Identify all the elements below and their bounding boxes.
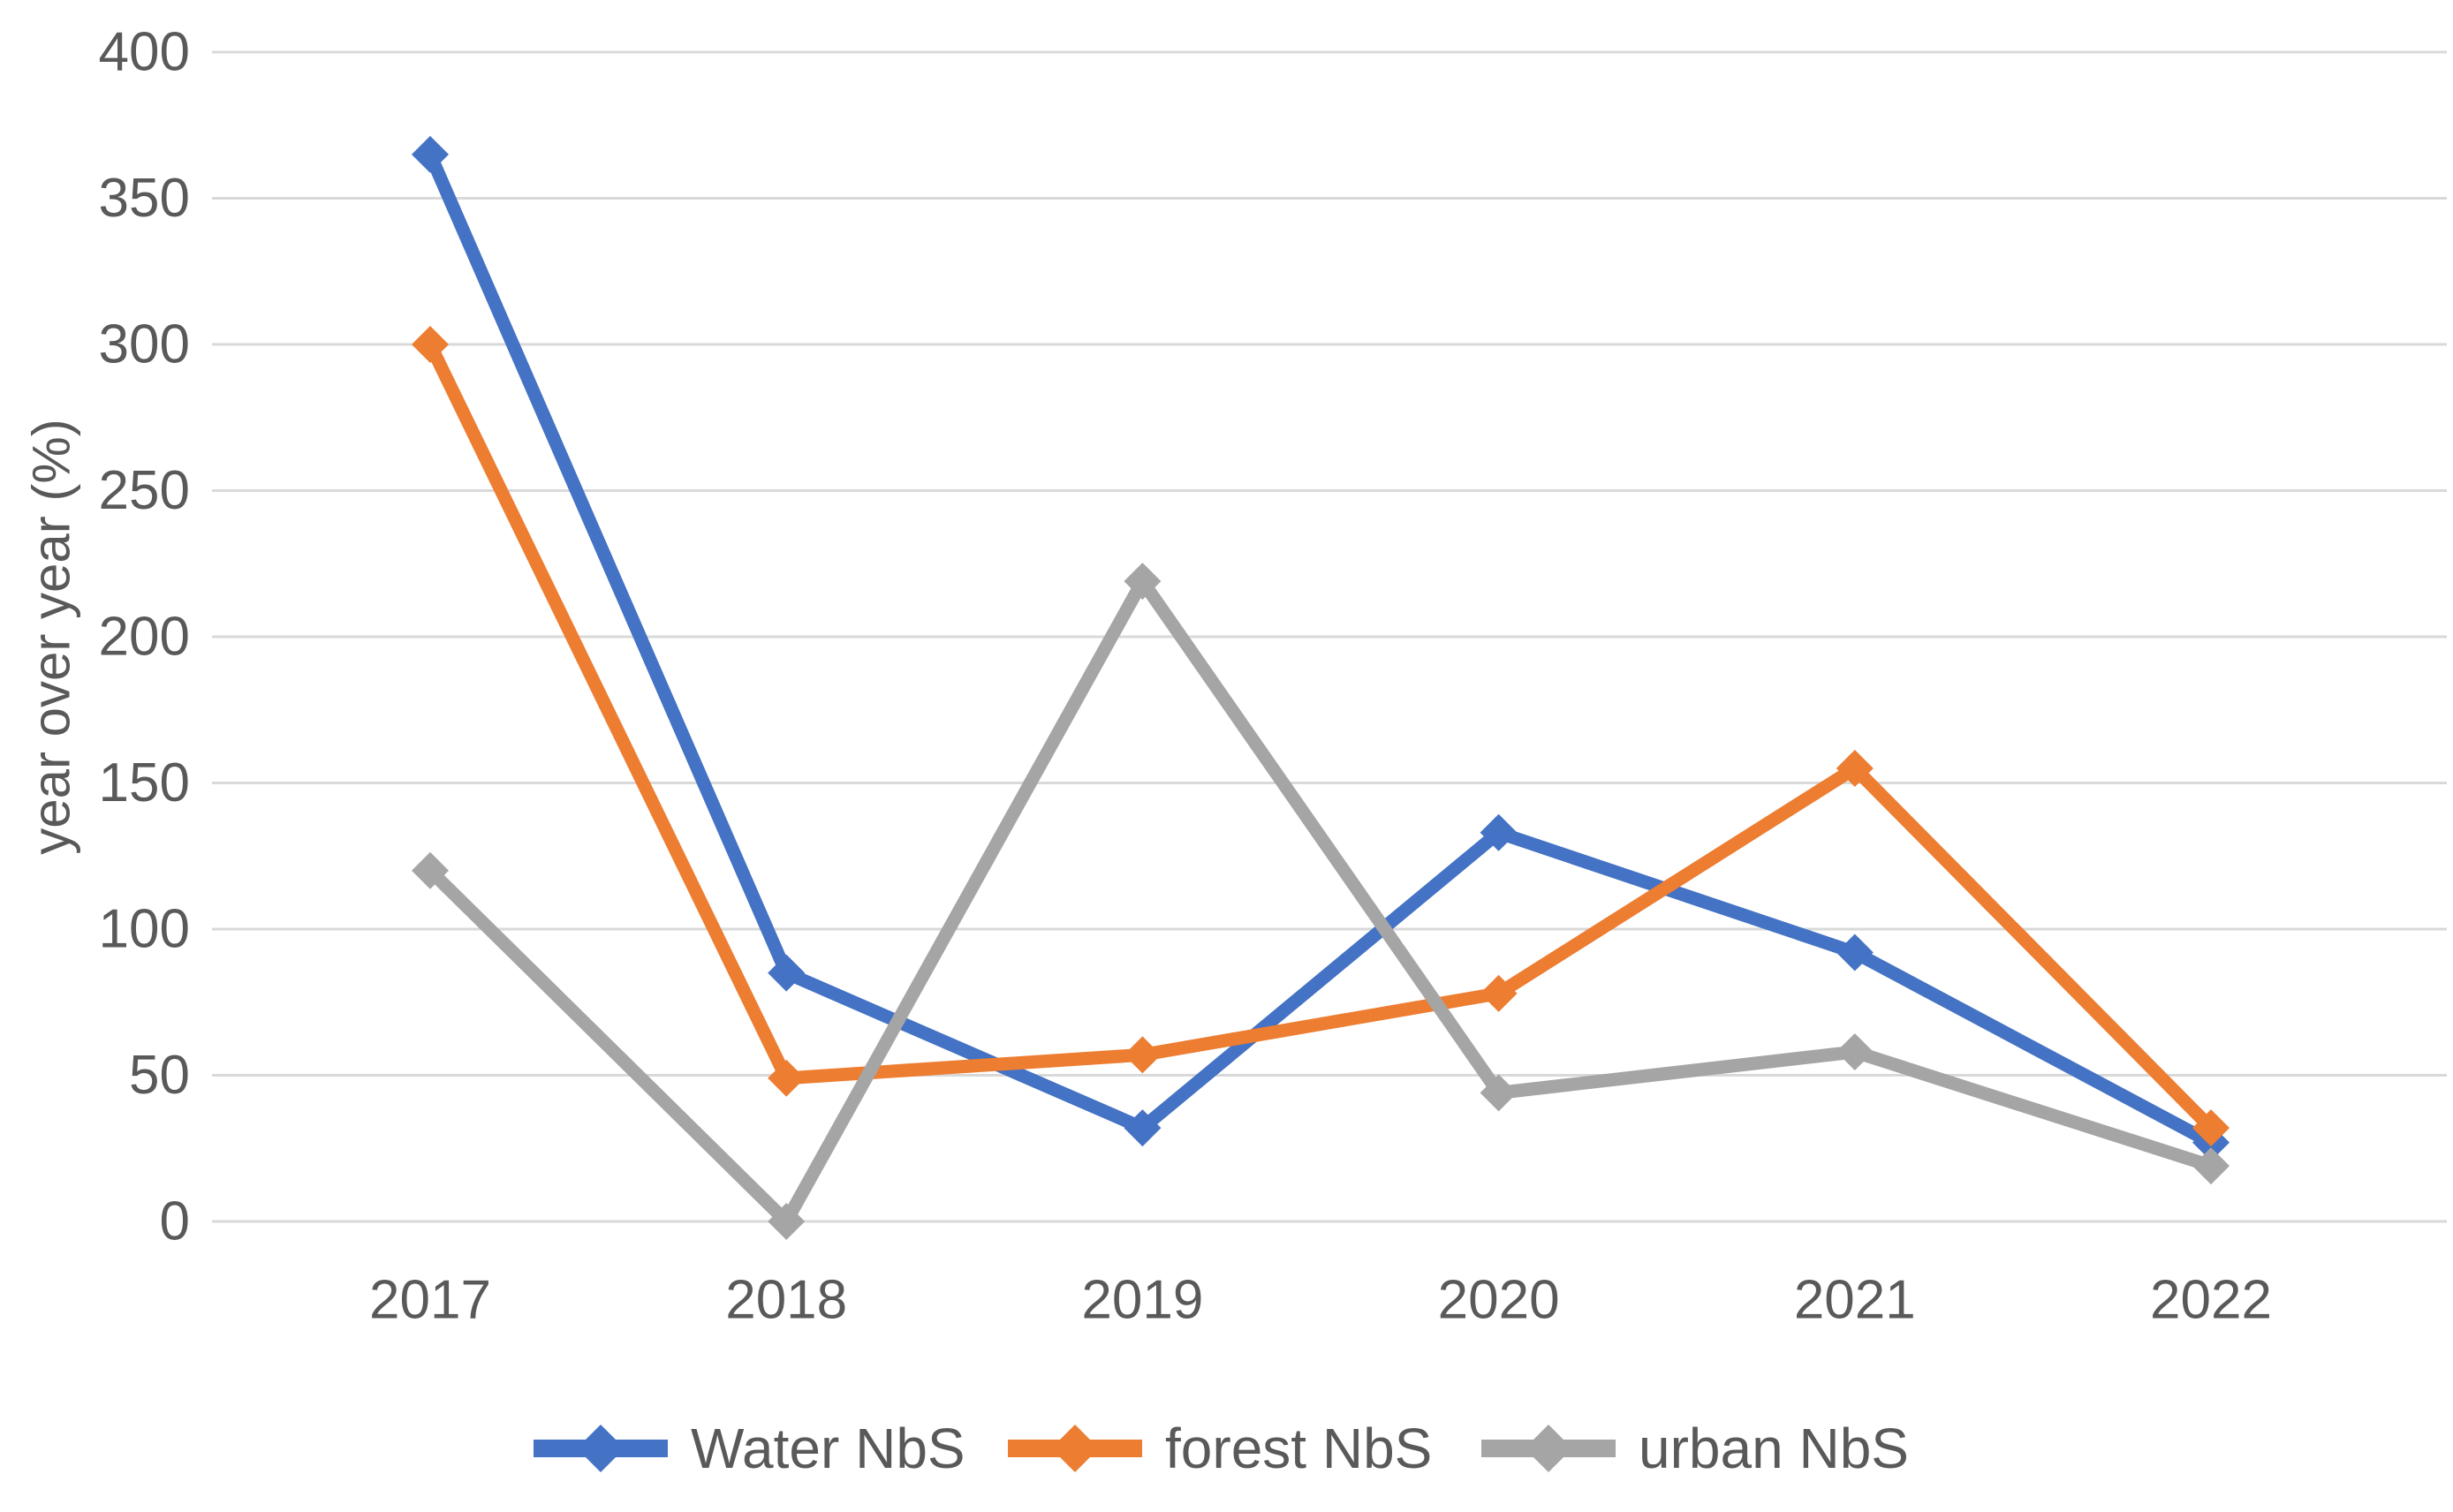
y-axis-tick-labels: 0 50 100 150 200 250 300 350 400: [99, 22, 190, 1252]
data-point-marker: [1836, 1033, 1874, 1071]
y-tick-label: 300: [99, 314, 190, 375]
data-point-marker: [2192, 1109, 2230, 1147]
data-point-marker: [1480, 1074, 1518, 1112]
data-point-marker: [2192, 1147, 2230, 1185]
data-point-marker: [412, 326, 449, 363]
x-tick-label: 2017: [369, 1270, 491, 1331]
legend-marker-icon: [1525, 1425, 1572, 1472]
legend-label: Water NbS: [691, 1417, 965, 1480]
y-tick-label: 100: [99, 899, 190, 960]
y-tick-label: 400: [99, 22, 190, 83]
data-point-marker: [1124, 563, 1162, 601]
data-point-marker: [1124, 1109, 1162, 1147]
data-series-layer: [412, 135, 2230, 1240]
legend-item-water-nbs: Water NbS: [534, 1417, 965, 1480]
data-point-marker: [1480, 974, 1518, 1012]
y-tick-label: 0: [160, 1191, 190, 1252]
data-point-marker: [768, 1059, 806, 1097]
data-point-marker: [1836, 749, 1874, 787]
y-tick-label: 350: [99, 168, 190, 229]
gridlines-layer: [212, 50, 2447, 1223]
y-tick-label: 250: [99, 460, 190, 521]
series-line-urban-nbs: [423, 568, 2218, 1233]
legend-marker-icon: [577, 1425, 625, 1472]
y-tick-label: 50: [129, 1045, 190, 1106]
data-point-marker: [768, 954, 806, 992]
series-line-forest-nbs: [423, 337, 2218, 1135]
x-tick-label: 2021: [1794, 1270, 1916, 1331]
legend-item-urban-nbs: urban NbS: [1481, 1417, 1909, 1480]
legend-item-forest-nbs: forest NbS: [1008, 1417, 1432, 1480]
legend: Water NbS forest NbS urban NbS: [534, 1417, 1909, 1480]
series-line-water-nbs: [423, 147, 2218, 1150]
x-axis-tick-labels: 2017 2018 2019 2020 2021 2022: [369, 1270, 2272, 1331]
data-point-marker: [412, 851, 449, 889]
x-tick-label: 2018: [725, 1270, 847, 1331]
x-tick-label: 2022: [2150, 1270, 2272, 1331]
y-tick-label: 200: [99, 607, 190, 668]
y-axis-title: year over year (%): [22, 419, 81, 854]
data-point-marker: [412, 135, 449, 173]
data-point-marker: [1836, 934, 1874, 971]
x-tick-label: 2020: [1438, 1270, 1560, 1331]
legend-label: urban NbS: [1639, 1417, 1909, 1480]
x-tick-label: 2019: [1081, 1270, 1203, 1331]
data-point-marker: [768, 1203, 806, 1240]
data-point-marker: [1124, 1036, 1162, 1074]
legend-marker-icon: [1051, 1425, 1099, 1472]
legend-label: forest NbS: [1165, 1417, 1432, 1480]
y-tick-label: 150: [99, 752, 190, 813]
data-point-marker: [1480, 813, 1518, 851]
